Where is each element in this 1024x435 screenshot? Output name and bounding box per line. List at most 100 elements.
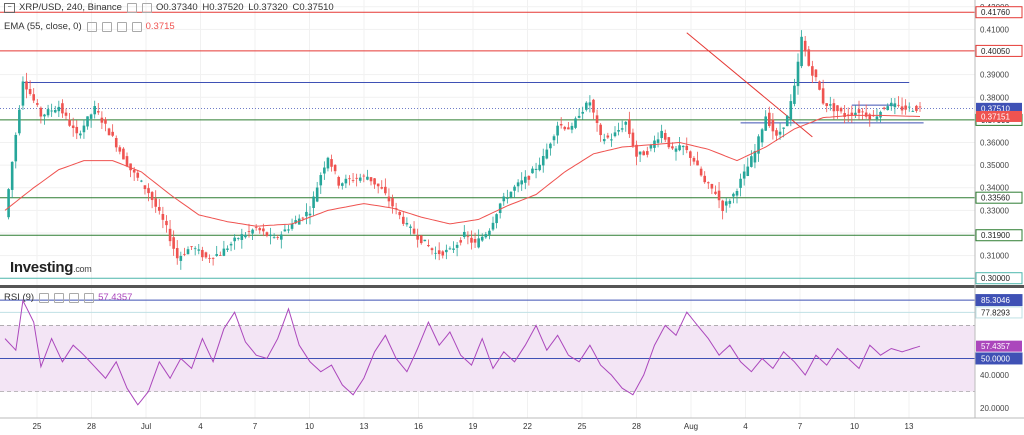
candle-body [136,172,140,178]
candle-body [344,178,348,184]
candle-body [488,230,491,235]
candle-body [520,180,524,185]
candle-body [656,139,660,143]
eye-icon[interactable] [39,292,50,303]
level-price-badge [975,229,1023,242]
candle-body [423,239,427,242]
level-price-badge [975,272,1023,285]
candle-body [445,249,448,253]
candle-body [549,143,552,149]
rsi-level-badge [975,352,1023,365]
rsi-level-label: 77.8293 [981,308,1010,317]
candle-body [760,129,764,143]
candle-body [71,125,75,129]
candle-body [671,146,674,149]
candle-body [567,127,570,130]
price-badge-label: 0.37151 [981,112,1010,121]
candle-body [337,177,341,186]
candle-body [552,136,556,141]
candle-body [717,190,721,201]
candle-body [14,134,18,162]
x-tick-label: 7 [798,422,803,431]
rsi-legend[interactable]: RSI (9) 57.4357 [4,292,132,303]
candle-body [18,109,21,134]
eye-icon[interactable] [86,21,97,32]
candle-body [272,237,276,239]
candle-body [681,145,685,148]
ema-label: EMA (55, close, 0) [4,21,82,32]
candle-body [430,248,434,251]
more-icon[interactable] [131,21,142,32]
candle-body [401,216,405,224]
candle-body [893,103,897,108]
candle-body [193,248,197,250]
candle-body [294,220,297,224]
y-tick-label: 0.41000 [980,25,1009,34]
candle-body [398,211,402,216]
candle-body [710,183,714,189]
candle-body [767,112,771,126]
close-icon[interactable] [116,21,127,32]
candle-body [635,144,638,157]
collapse-icon[interactable]: − [4,2,15,13]
candle-body [531,168,534,174]
candle-body [211,257,215,259]
settings-icon[interactable] [101,21,112,32]
eye-icon[interactable] [126,2,137,13]
candle-body [244,234,247,238]
candle-body [624,121,628,125]
candle-body [348,178,351,180]
high-value: H0.37520 [202,2,244,13]
candle-body [538,164,541,171]
candle-body [746,166,750,176]
candle-body [384,186,387,194]
price-badge [976,110,1022,122]
candle-body [448,248,452,250]
candle-body [161,213,165,220]
candle-body [265,232,269,237]
close-icon[interactable] [69,292,80,303]
candle-body [466,236,470,238]
candle-body [825,103,829,107]
candle-body [129,163,132,171]
candle-body [290,223,294,229]
candle-body [79,133,82,136]
ema-legend[interactable]: EMA (55, close, 0) 0.3715 [4,21,175,32]
rsi-y-tick-label: 20.0000 [980,404,1009,413]
more-icon[interactable] [84,292,95,303]
candle-body [197,249,201,251]
price-axis-bg [975,0,1024,435]
y-tick-label: 0.38000 [980,93,1009,102]
candle-body [455,244,459,248]
candle-body [821,88,825,104]
candle-body [628,119,631,135]
candle-body [606,135,610,138]
candle-body [631,132,635,147]
candle-body [61,103,64,114]
candle-body [140,180,143,182]
candle-body [523,176,527,183]
candle-body [351,180,355,181]
candle-body [276,237,280,238]
candle-body [620,128,624,130]
candle-body [150,192,154,201]
candle-body [437,250,441,255]
x-tick-label: 4 [743,422,748,431]
candle-body [728,200,732,204]
candle-body [118,147,122,152]
candle-body [229,243,233,246]
candle-body [369,177,373,182]
settings-icon[interactable] [141,2,152,13]
settings-icon[interactable] [54,292,65,303]
candle-body [789,101,793,120]
ohlc-values: O0.37340 H0.37520 L0.37320 C0.37510 [156,2,336,13]
symbol-legend[interactable]: − XRP/USD, 240, Binance O0.37340 H0.3752… [4,2,336,13]
symbol-title: XRP/USD, 240, Binance [19,2,122,13]
rsi-level-label: 85.3046 [981,296,1010,305]
candle-body [484,234,488,238]
candle-body [811,66,814,76]
x-tick-label: 28 [632,422,641,431]
candle-body [168,228,172,242]
candle-body [556,125,559,136]
candle-body [28,88,32,95]
